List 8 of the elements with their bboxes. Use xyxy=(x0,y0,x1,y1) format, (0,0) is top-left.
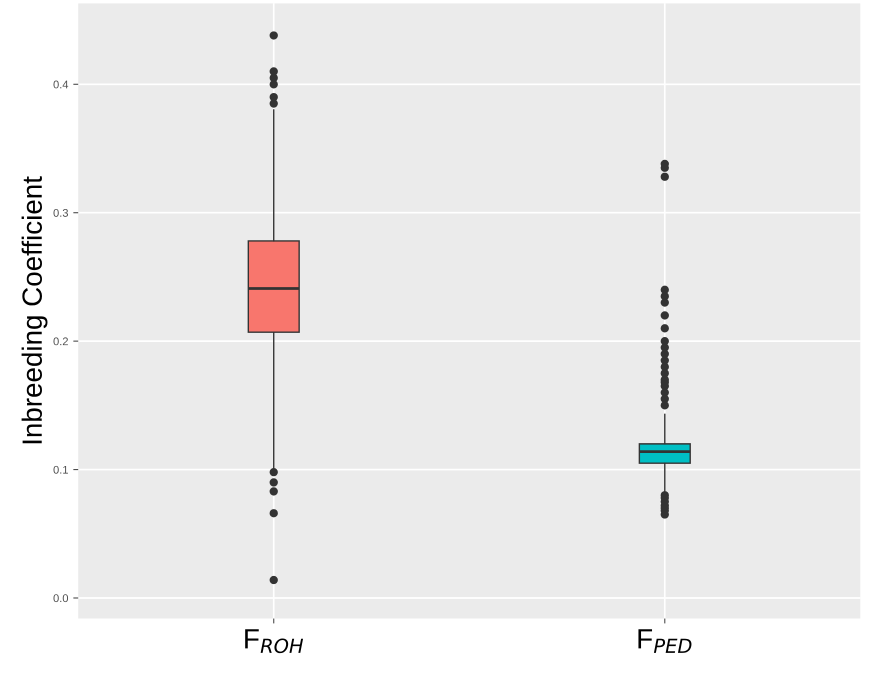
y-tick-label: 0.0 xyxy=(53,594,68,602)
y-axis-title: Inbreeding Coefficient xyxy=(22,176,48,444)
y-tick-label: 0.2 xyxy=(53,337,68,346)
y-tick-label: 0.3 xyxy=(53,208,68,217)
x-tick-label: F$_{PED}$ xyxy=(638,629,692,653)
y-tick-label: 0.1 xyxy=(53,466,68,474)
x-tick-label: F$_{ROH}$ xyxy=(245,629,304,654)
y-tick-label: 0.4 xyxy=(53,80,68,88)
